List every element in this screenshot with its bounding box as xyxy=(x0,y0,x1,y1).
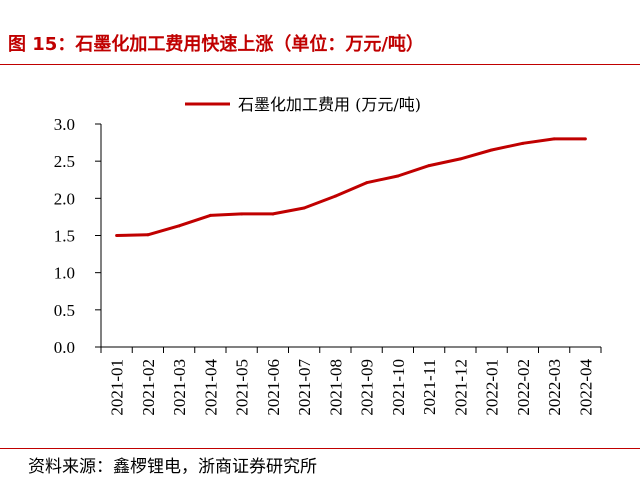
series-group xyxy=(115,137,587,237)
y-tick-label: 0.5 xyxy=(54,301,75,320)
data-point xyxy=(552,137,556,141)
x-tick-label: 2022-03 xyxy=(545,359,564,416)
data-point xyxy=(333,194,337,198)
x-tick-label: 2021-04 xyxy=(201,359,220,416)
data-point xyxy=(490,148,494,152)
x-tick-label: 2021-12 xyxy=(451,359,470,416)
x-tick-label: 2022-02 xyxy=(514,359,533,416)
title-rule xyxy=(0,64,640,65)
axes xyxy=(100,124,601,348)
x-tick-label: 2021-06 xyxy=(264,359,283,416)
data-point xyxy=(177,224,181,228)
data-point xyxy=(365,181,369,185)
y-tick-label: 2.5 xyxy=(54,152,75,171)
data-point xyxy=(271,212,275,216)
x-tick-label: 2022-04 xyxy=(576,359,595,416)
y-tick-label: 1.5 xyxy=(54,227,75,246)
y-tick-label: 2.0 xyxy=(54,189,75,208)
source-note: 资料来源：鑫椤锂电，浙商证券研究所 xyxy=(28,457,317,477)
x-tick-label: 2021-09 xyxy=(358,359,377,416)
line-chart: 石墨化加工费用 (万元/吨) 0.0 0.5 1.0 1.5 2.0 2.5 3.0 202… xyxy=(54,95,602,416)
y-tick-label: 0.0 xyxy=(54,338,75,357)
x-tick-label: 2021-03 xyxy=(170,359,189,416)
legend: 石墨化加工费用 (万元/吨) xyxy=(185,95,421,114)
x-tick-label: 2022-01 xyxy=(483,359,502,416)
x-axis-ticks: 2021-01 2021-02 2021-03 2021-04 2021-05 2021-… xyxy=(100,347,602,416)
data-point xyxy=(427,164,431,168)
data-point xyxy=(115,234,119,237)
x-tick-label: 2021-02 xyxy=(139,359,158,416)
x-tick-label: 2021-05 xyxy=(233,359,252,416)
y-tick-label: 3.0 xyxy=(54,115,75,134)
data-point xyxy=(458,157,462,161)
x-tick-label: 2021-11 xyxy=(420,359,439,415)
data-point xyxy=(302,206,306,210)
data-point xyxy=(146,233,150,237)
x-tick-label: 2021-01 xyxy=(108,359,127,416)
x-tick-label: 2021-10 xyxy=(389,359,408,416)
legend-label: 石墨化加工费用 (万元/吨) xyxy=(238,95,421,114)
source-rule xyxy=(0,448,640,449)
data-point xyxy=(208,213,212,217)
data-point xyxy=(521,141,525,145)
y-axis-ticks: 0.0 0.5 1.0 1.5 2.0 2.5 3.0 xyxy=(54,115,101,357)
x-tick-label: 2021-07 xyxy=(295,359,314,416)
data-point xyxy=(396,174,400,178)
figure-title: 图 15：石墨化加工费用快速上涨（单位：万元/吨） xyxy=(8,34,424,55)
data-point xyxy=(240,212,244,216)
y-tick-label: 1.0 xyxy=(54,264,75,283)
data-point xyxy=(583,137,587,141)
x-tick-label: 2021-08 xyxy=(326,359,345,416)
series-line xyxy=(116,137,586,237)
